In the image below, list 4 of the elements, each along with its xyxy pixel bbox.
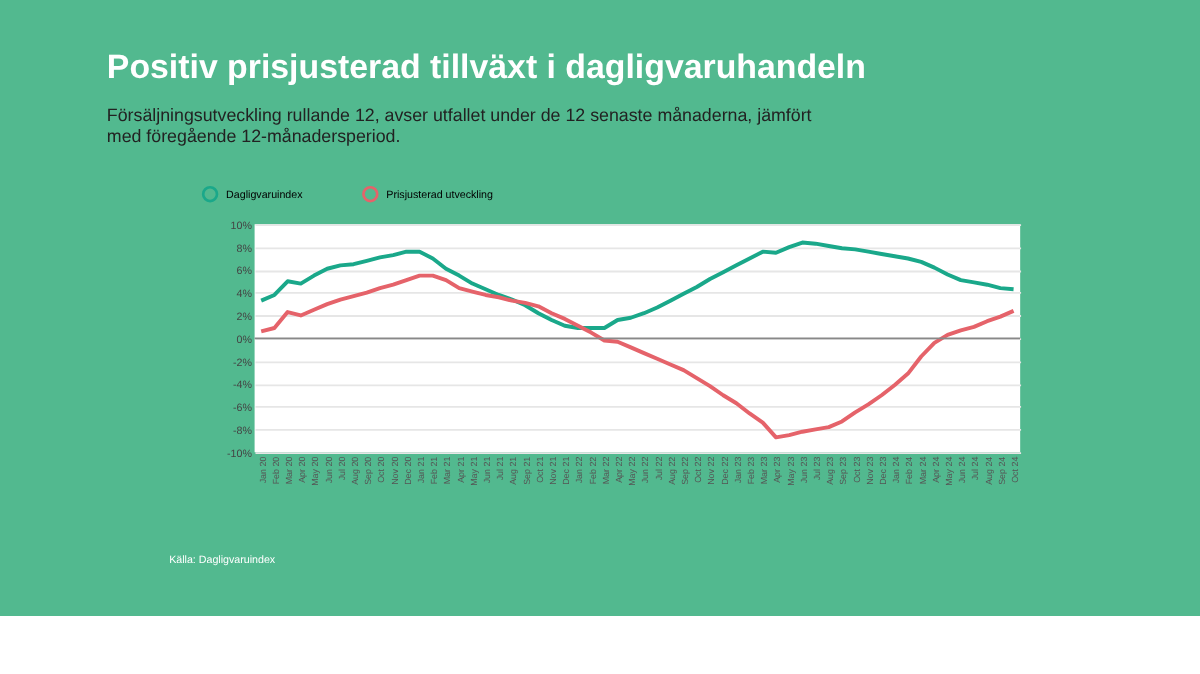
chart-title: Positiv prisjusterad tillväxt i dagligvaruhandeln xyxy=(106,48,866,87)
line-series xyxy=(259,240,1016,330)
chart-subtitle: Försäljningsutveckling rullande 12, avser utfallet under de 12 senaste månaderna, jämfört med föregående 12-månadersperiod. xyxy=(106,105,813,147)
line-series xyxy=(259,273,1016,440)
